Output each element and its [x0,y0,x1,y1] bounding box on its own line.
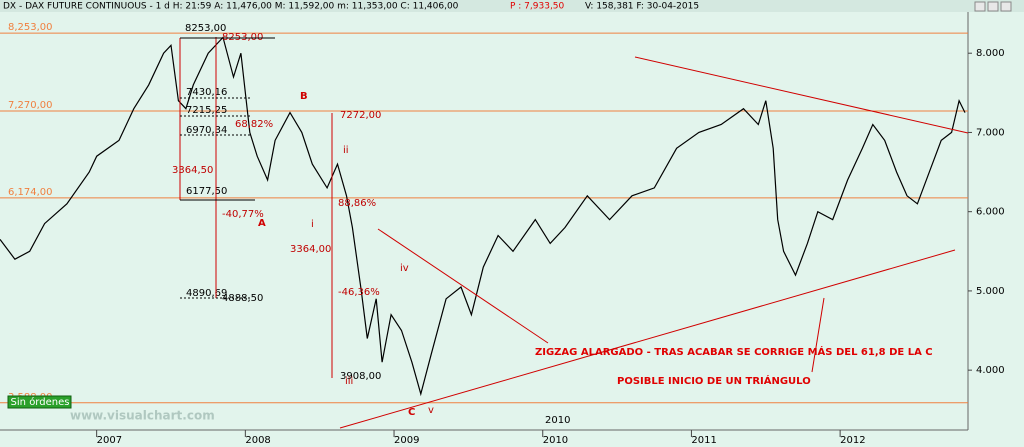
trendline [377,228,549,344]
annotation: 2010 [545,415,570,426]
trendline [339,249,956,429]
annotation: A [258,218,266,229]
annotation: 7215,25 [186,105,227,116]
x-tick-label: 2010 [543,435,568,446]
x-tick-label: 2009 [394,435,419,446]
header-volume: V: 158,381 F: 30-04-2015 [585,2,699,12]
level-label: 7,270,00 [8,100,53,111]
x-tick-label: 2008 [245,435,270,446]
annotation: ZIGZAG ALARGADO - TRAS ACABAR SE CORRIGE… [535,345,933,358]
maximize-button[interactable] [987,1,999,12]
y-tick-label: 4.000 [976,365,1005,376]
annotation: 8253,00 [185,23,226,34]
annotation: 3364,00 [290,244,331,255]
annotation: iii [345,376,353,387]
y-tick-label: 7.000 [976,127,1005,138]
annotation: 6177,50 [186,186,227,197]
level-label: 8,253,00 [8,22,53,33]
watermark: www.visualchart.com [70,409,215,423]
annotation: 7430,16 [186,87,227,98]
annotation: B [300,91,308,102]
annotation: POSIBLE INICIO DE UN TRIÁNGULO [617,374,811,387]
annotation: v [428,405,434,416]
annotation: C [408,407,415,418]
annotation: 6970,34 [186,125,227,136]
x-tick-label: 2011 [691,435,716,446]
orders-button-label[interactable]: Sin órdenes [11,396,70,408]
level-label: 6,174,00 [8,187,53,198]
annotation: 68,82% [235,119,273,130]
close-button[interactable] [1000,1,1012,12]
annotation: 3908,00 [340,371,381,382]
annotation: 4888,50 [222,293,263,304]
annotation: -46,36% [338,287,380,298]
orders-button[interactable] [7,395,72,409]
pointer-line [811,297,825,373]
annotation: 88,86% [338,198,376,209]
annotation: 4890,69 [186,288,227,299]
annotation: 3364,50 [172,165,213,176]
price-line [0,36,966,397]
annotation: iv [400,263,409,274]
minimize-button[interactable] [974,1,986,12]
annotation: i [311,219,314,230]
y-tick-label: 8.000 [976,48,1005,59]
header-bar [0,0,1024,12]
trendline [634,56,969,134]
annotation: 7272,00 [340,110,381,121]
annotation: ii [343,145,349,156]
header-last: P : 7,933,50 [510,2,565,12]
y-tick-label: 6.000 [976,207,1005,218]
header: DX - DAX FUTURE CONTINUOUS - 1 d H: 21:5… [3,2,459,12]
drawings [179,37,969,429]
x-tick-label: 2007 [97,435,122,446]
annotation: -40,77% [222,209,264,220]
x-tick-label: 2012 [840,435,865,446]
y-tick-label: 5.000 [976,286,1005,297]
